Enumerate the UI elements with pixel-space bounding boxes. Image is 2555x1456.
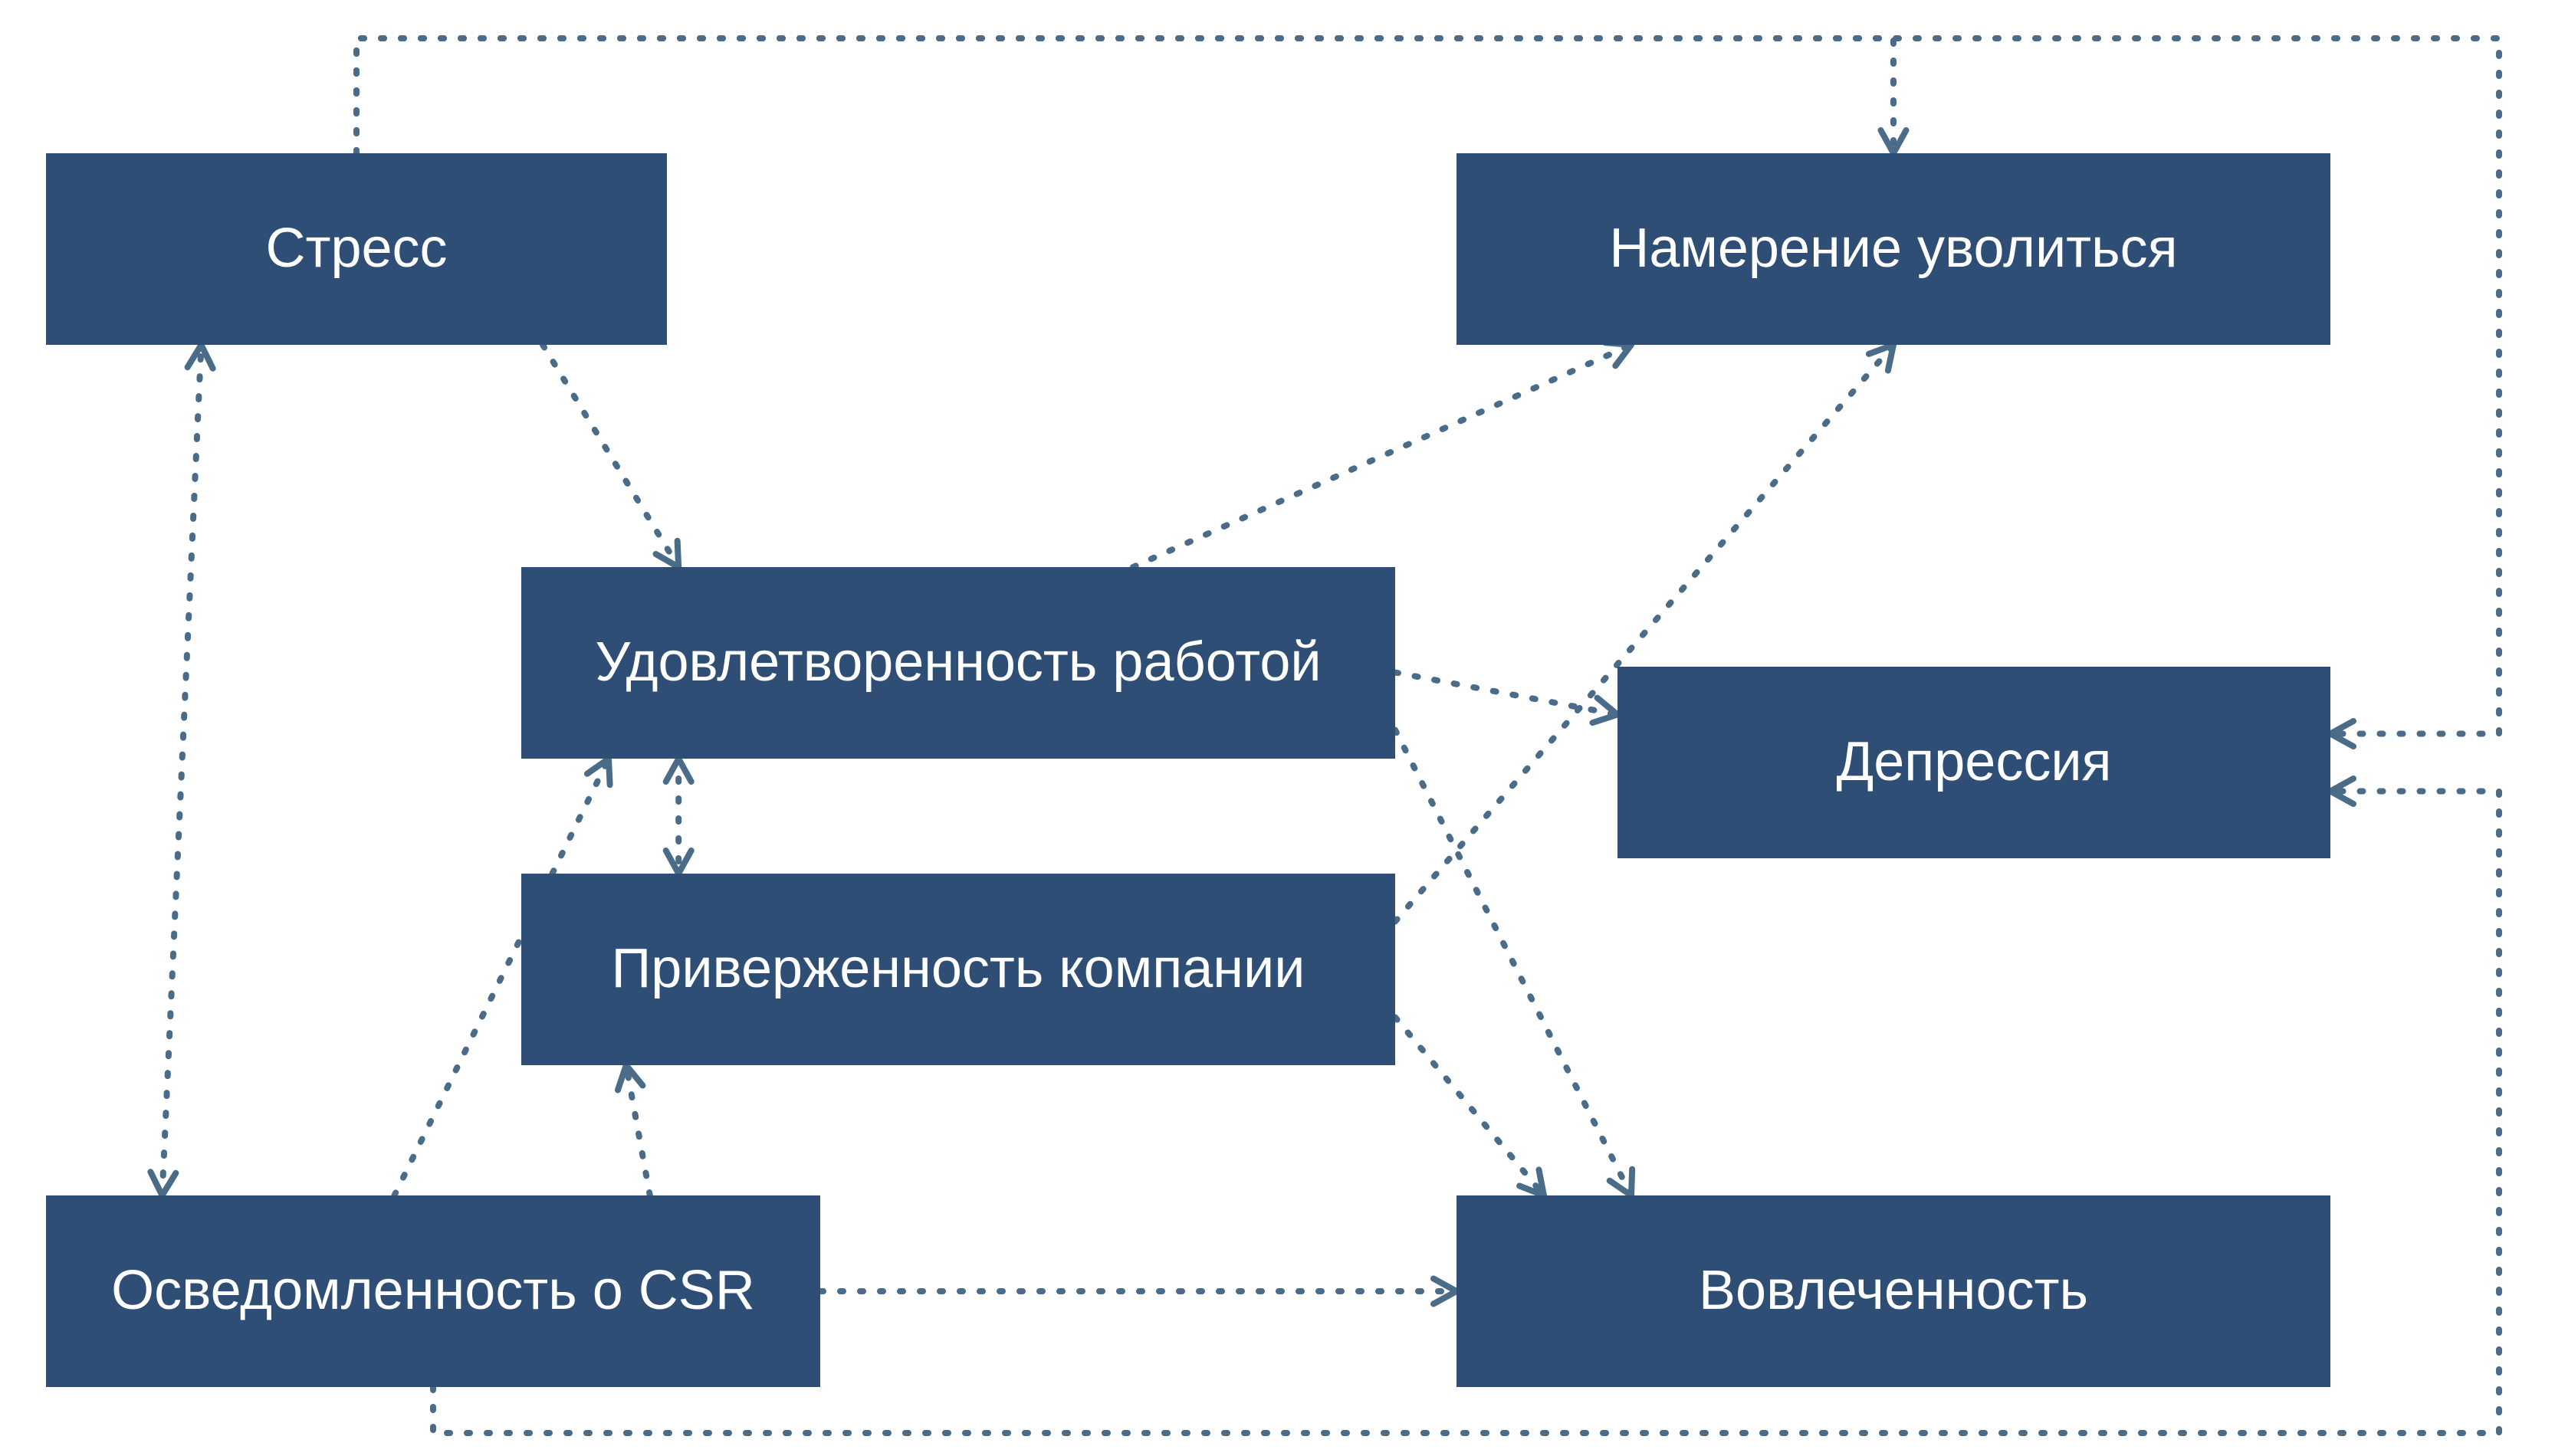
node-intent: Намерение уволиться: [1456, 153, 2330, 345]
diagram-canvas: Стресс Удовлетворенность работой Приверж…: [0, 0, 2555, 1456]
node-label: Приверженность компании: [612, 939, 1305, 999]
node-engagement: Вовлеченность: [1456, 1195, 2330, 1387]
node-label: Депрессия: [1836, 732, 2111, 792]
node-label: Стресс: [265, 218, 447, 279]
node-csr: Осведомленность о CSR: [46, 1195, 820, 1387]
node-satisfaction: Удовлетворенность работой: [521, 567, 1395, 759]
node-commitment: Приверженность компании: [521, 874, 1395, 1065]
node-label: Намерение уволиться: [1609, 218, 2177, 279]
node-depression: Депрессия: [1617, 667, 2330, 858]
node-label: Осведомленность о CSR: [111, 1261, 755, 1321]
node-label: Удовлетворенность работой: [595, 632, 1321, 693]
node-stress: Стресс: [46, 153, 667, 345]
node-label: Вовлеченность: [1699, 1261, 2088, 1321]
